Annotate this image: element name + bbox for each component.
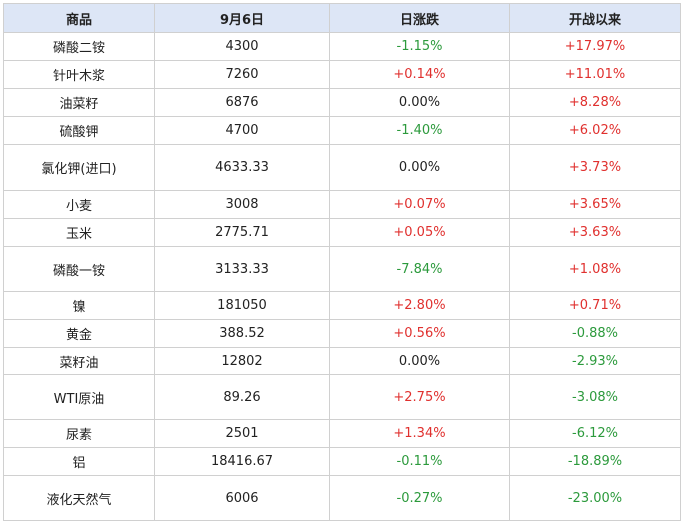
change-cell: +11.01% [509, 60, 681, 89]
table-row: 硫酸钾 4700 -1.40% +6.02% [3, 116, 681, 145]
commodity-cell: WTI原油 [3, 374, 155, 420]
table-row: 磷酸二铵 4300 -1.15% +17.97% [3, 32, 681, 61]
price-cell: 7260 [154, 60, 330, 89]
table-row: 液化天然气 6006 -0.27% -23.00% [3, 475, 681, 521]
change-cell: -1.40% [329, 116, 510, 145]
header-cell: 日涨跌 [329, 3, 510, 33]
commodity-cell: 油菜籽 [3, 88, 155, 117]
price-cell: 6876 [154, 88, 330, 117]
commodity-cell: 磷酸二铵 [3, 32, 155, 61]
change-cell: 0.00% [329, 347, 510, 375]
table-header: 商品 9月6日 日涨跌 开战以来 [3, 3, 681, 33]
change-cell: +8.28% [509, 88, 681, 117]
commodity-cell: 磷酸一铵 [3, 246, 155, 292]
change-cell: -1.15% [329, 32, 510, 61]
commodity-cell: 玉米 [3, 218, 155, 247]
table-row: 黄金 388.52 +0.56% -0.88% [3, 319, 681, 348]
table-row: WTI原油 89.26 +2.75% -3.08% [3, 374, 681, 420]
change-cell: -3.08% [509, 374, 681, 420]
price-cell: 18416.67 [154, 447, 330, 476]
commodity-cell: 铝 [3, 447, 155, 476]
commodity-cell: 小麦 [3, 190, 155, 219]
price-cell: 181050 [154, 291, 330, 320]
table-row: 铝 18416.67 -0.11% -18.89% [3, 447, 681, 476]
change-cell: -23.00% [509, 475, 681, 521]
change-cell: +0.71% [509, 291, 681, 320]
table-row: 针叶木浆 7260 +0.14% +11.01% [3, 60, 681, 89]
table-row: 小麦 3008 +0.07% +3.65% [3, 190, 681, 219]
header-cell: 开战以来 [509, 3, 681, 33]
change-cell: +3.73% [509, 144, 681, 191]
price-cell: 4633.33 [154, 144, 330, 191]
change-cell: -7.84% [329, 246, 510, 292]
change-cell: 0.00% [329, 88, 510, 117]
price-cell: 2501 [154, 419, 330, 448]
change-cell: +0.14% [329, 60, 510, 89]
change-cell: +6.02% [509, 116, 681, 145]
table-body: 磷酸二铵 4300 -1.15% +17.97% 针叶木浆 7260 +0.14% +11.0… [3, 32, 681, 521]
price-table: 商品 9月6日 日涨跌 开战以来 磷酸二铵 4300 -1.15% +17.97% 针叶木浆 72… [3, 3, 681, 521]
table-row: 菜籽油 12802 0.00% -2.93% [3, 347, 681, 375]
price-cell: 3008 [154, 190, 330, 219]
table-row: 玉米 2775.71 +0.05% +3.63% [3, 218, 681, 247]
change-cell: +0.05% [329, 218, 510, 247]
commodity-cell: 菜籽油 [3, 347, 155, 375]
table-row: 镍 181050 +2.80% +0.71% [3, 291, 681, 320]
change-cell: 0.00% [329, 144, 510, 191]
change-cell: -0.27% [329, 475, 510, 521]
change-cell: -6.12% [509, 419, 681, 448]
change-cell: +3.65% [509, 190, 681, 219]
change-cell: +2.80% [329, 291, 510, 320]
price-cell: 388.52 [154, 319, 330, 348]
table-row: 油菜籽 6876 0.00% +8.28% [3, 88, 681, 117]
commodity-cell: 氯化钾(进口) [3, 144, 155, 191]
commodity-cell: 镍 [3, 291, 155, 320]
change-cell: -0.88% [509, 319, 681, 348]
price-cell: 6006 [154, 475, 330, 521]
table-row: 磷酸一铵 3133.33 -7.84% +1.08% [3, 246, 681, 292]
change-cell: +1.08% [509, 246, 681, 292]
change-cell: +0.56% [329, 319, 510, 348]
change-cell: +2.75% [329, 374, 510, 420]
commodity-cell: 针叶木浆 [3, 60, 155, 89]
header-cell: 9月6日 [154, 3, 330, 33]
header-cell: 商品 [3, 3, 155, 33]
header-row: 商品 9月6日 日涨跌 开战以来 [3, 3, 681, 33]
change-cell: +17.97% [509, 32, 681, 61]
price-cell: 4700 [154, 116, 330, 145]
change-cell: +3.63% [509, 218, 681, 247]
change-cell: +0.07% [329, 190, 510, 219]
price-cell: 12802 [154, 347, 330, 375]
change-cell: -2.93% [509, 347, 681, 375]
price-cell: 89.26 [154, 374, 330, 420]
change-cell: -0.11% [329, 447, 510, 476]
commodity-cell: 尿素 [3, 419, 155, 448]
commodity-cell: 液化天然气 [3, 475, 155, 521]
commodity-cell: 硫酸钾 [3, 116, 155, 145]
change-cell: +1.34% [329, 419, 510, 448]
change-cell: -18.89% [509, 447, 681, 476]
table-row: 氯化钾(进口) 4633.33 0.00% +3.73% [3, 144, 681, 191]
price-cell: 4300 [154, 32, 330, 61]
price-cell: 2775.71 [154, 218, 330, 247]
commodity-cell: 黄金 [3, 319, 155, 348]
table-row: 尿素 2501 +1.34% -6.12% [3, 419, 681, 448]
price-cell: 3133.33 [154, 246, 330, 292]
